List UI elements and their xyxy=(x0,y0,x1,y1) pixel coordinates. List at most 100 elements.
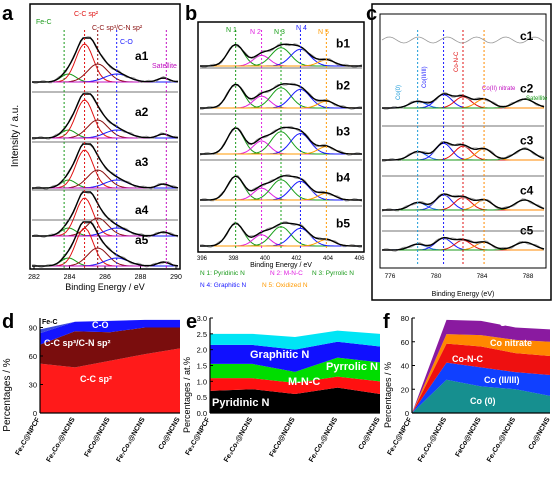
x-tick-label: 400 xyxy=(260,256,271,262)
x-tick-label: 284 xyxy=(64,274,76,281)
fit-envelope-line xyxy=(200,126,362,155)
y-tick-label: 0 xyxy=(33,409,37,418)
peak-label-2: Co-N-C xyxy=(454,51,460,72)
area-label-4: Pyridinic N xyxy=(212,397,270,409)
fit-envelope-line xyxy=(32,143,179,189)
area-series-m-n-c xyxy=(210,376,380,394)
x-tick-label: 398 xyxy=(228,256,239,262)
peak-label-1: N 2 xyxy=(250,29,261,36)
legend-entry-3: N 4: Graphitic N xyxy=(200,282,247,289)
trace-label: a3 xyxy=(135,155,149,169)
area-series-graphitic-n xyxy=(210,341,380,372)
trace-label: c4 xyxy=(520,184,534,198)
peak-label-1: Co(II/III) xyxy=(422,66,428,88)
x-tick-label: 282 xyxy=(28,274,40,281)
panel-letter-b: b xyxy=(185,3,197,25)
panel-a-ylabel: Intensity / a.u. xyxy=(10,105,21,167)
trace-label: a4 xyxy=(135,203,149,217)
x-tick-label: 404 xyxy=(323,256,334,262)
peak-label-4: N 5 xyxy=(318,29,329,36)
y-tick-label: 0 xyxy=(405,409,409,418)
area-series-c-c-sp- xyxy=(40,348,180,413)
x-tick-label: 396 xyxy=(197,256,208,262)
y-tick-label: 1.0 xyxy=(197,377,207,386)
panel-f-ylabel: Percentages / % xyxy=(383,362,393,428)
component-peak xyxy=(382,145,544,161)
panel-b-xlabel: Binding Energy / eV xyxy=(250,262,312,269)
legend-entry-1: N 2: M-N-C xyxy=(270,270,303,277)
area-label-1: Graphitic N xyxy=(250,349,309,361)
trace-label: c1 xyxy=(520,29,534,43)
fit-envelope-line xyxy=(200,175,362,201)
trace-label: b1 xyxy=(336,36,350,50)
x-tick-label: 784 xyxy=(477,273,488,280)
x-tick-label: Fe₇Co₃@NCNS xyxy=(308,416,339,463)
fit-envelope-line xyxy=(32,191,179,237)
component-peak xyxy=(32,99,178,139)
peak-label-0: Fe-C xyxy=(36,19,52,26)
area-label-1: Co nitrate xyxy=(490,338,532,348)
y-tick-label: 0.0 xyxy=(197,409,207,418)
y-tick-label: 0.5 xyxy=(197,393,207,402)
peak-label-3: C-O xyxy=(120,39,133,46)
area-series-satellite xyxy=(412,319,550,413)
raw-data-line xyxy=(31,36,179,84)
area-label-0: Fe-C xyxy=(42,319,58,326)
panel-letter-f: f xyxy=(383,311,390,333)
y-tick-label: 20 xyxy=(401,385,409,394)
trace-label: c2 xyxy=(520,82,534,96)
trace-label: a5 xyxy=(135,233,149,247)
x-tick-label: Fe₇Co₃@NCNS xyxy=(116,416,147,463)
y-tick-label: 30 xyxy=(29,381,37,390)
area-label-3: M-N-C xyxy=(288,376,320,388)
spectrum-c1-raw xyxy=(381,36,545,44)
y-tick-label: 40 xyxy=(401,362,409,371)
fit-envelope-line xyxy=(382,193,545,211)
fit-envelope-line xyxy=(382,141,545,161)
area-series-co-0- xyxy=(412,379,550,413)
fit-envelope-line xyxy=(32,93,179,139)
spectrum-a4: a4 xyxy=(31,189,179,238)
trace-label: b5 xyxy=(336,216,350,230)
trace-label: a2 xyxy=(135,105,149,119)
x-tick-label: Co@NCNS xyxy=(358,416,382,451)
trace-label: c3 xyxy=(520,134,534,148)
component-peak xyxy=(32,149,178,189)
trace-label: b2 xyxy=(336,78,350,92)
x-tick-label: 288 xyxy=(135,274,147,281)
x-tick-label: 402 xyxy=(291,256,302,262)
area-series-co-nitrate xyxy=(412,334,550,413)
spectrum-a1: a1 xyxy=(31,36,179,84)
area-label-2: C-C sp³/C-N sp² xyxy=(44,338,111,348)
panel-c-xlabel: Binding Energy (eV) xyxy=(432,291,495,298)
spectrum-a5: a5 xyxy=(31,219,179,268)
x-tick-label: 776 xyxy=(385,273,396,280)
area-label-0: Satellite xyxy=(500,318,535,328)
y-tick-label: 1.5 xyxy=(197,362,207,371)
area-label-2: Pyrrolic N xyxy=(326,361,378,373)
peak-label-4: Satellite xyxy=(526,96,548,102)
panel-c-frame-outer xyxy=(371,3,552,301)
y-tick-label: 2.5 xyxy=(197,330,207,339)
fit-envelope-line xyxy=(200,43,362,67)
area-label-3: Co (II/III) xyxy=(484,375,520,385)
y-tick-label: 80 xyxy=(401,314,409,323)
area-series-c-c-sp-c-n-sp- xyxy=(40,327,180,368)
x-tick-label: Co@NCNS xyxy=(528,416,552,451)
peak-label-1: C-C sp² xyxy=(74,11,99,18)
panel-e-ylabel: Percentages / at.% xyxy=(182,357,192,433)
area-label-0: Oxidized N xyxy=(258,324,315,336)
x-tick-label: 788 xyxy=(523,273,534,280)
y-tick-label: 90 xyxy=(29,324,37,333)
peak-label-2: C-C sp³/C-N sp² xyxy=(92,25,143,32)
y-tick-label: 60 xyxy=(29,352,37,361)
x-tick-label: FeCo@NCNS xyxy=(455,416,483,458)
peak-label-3: Co(II) nitrate xyxy=(482,86,516,92)
x-tick-label: 406 xyxy=(354,256,365,262)
x-tick-label: Fe₃C@NPCF xyxy=(14,416,42,457)
panel-letter-e: e xyxy=(186,311,197,333)
x-tick-label: 290 xyxy=(170,274,182,281)
peak-label-2: N 3 xyxy=(274,29,285,36)
trace-label: a1 xyxy=(135,49,149,63)
